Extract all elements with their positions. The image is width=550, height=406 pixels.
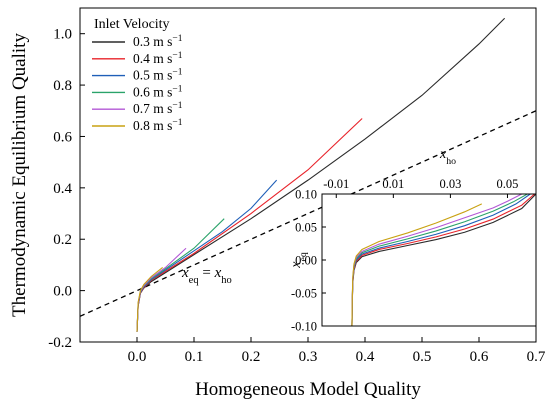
x-tick-label: 0.4 [356, 349, 375, 365]
y-tick-label: -0.2 [48, 335, 72, 351]
inset-y-tick-label: 0.05 [295, 221, 317, 235]
inset-y-tick-label: 0.10 [295, 188, 317, 202]
inset-y-axis-label: xeq [289, 252, 309, 269]
legend-label-3: 0.5 m s−1 [133, 68, 183, 83]
x-tick-label: 0.1 [185, 349, 204, 365]
legend-label-4: 0.6 m s−1 [133, 84, 183, 99]
y-tick-label: 0.0 [53, 284, 72, 300]
y-tick-label: 0.2 [53, 232, 72, 248]
legend-label-2: 0.4 m s−1 [133, 51, 183, 66]
x-tick-label: 0.3 [299, 349, 318, 365]
x-tick-label: 0.0 [128, 349, 147, 365]
inset-x-tick-label: 0.03 [439, 177, 461, 191]
inset-plot: -0.01 0.01 0.03 0.05 -0.10 -0.05 0.00 0.05 0.10 x… [289, 147, 537, 334]
inset-y-tick-label: -0.10 [291, 320, 317, 334]
legend-label-5: 0.7 m s−1 [133, 101, 183, 116]
reference-line-label: xeq = xho [181, 265, 232, 286]
x-tick-label: 0.7 [527, 349, 546, 365]
inset-x-tick-label: 0.01 [382, 177, 404, 191]
y-tick-label: 0.8 [53, 78, 72, 94]
inset-series-line-6 [351, 203, 483, 326]
y-tick-label: 1.0 [53, 27, 72, 43]
inset-x-tick-label: -0.01 [323, 177, 349, 191]
legend-label-6: 0.8 m s−1 [133, 118, 183, 133]
legend-label-1: 0.3 m s−1 [133, 34, 183, 49]
x-tick-label: 0.5 [413, 349, 432, 365]
inset-y-tick-label: -0.05 [291, 287, 317, 301]
inset-x-tick-label: 0.05 [497, 177, 519, 191]
y-tick-label: 0.6 [53, 129, 72, 145]
series-line-3 [136, 179, 278, 332]
inset-y-tick-label: 0.00 [295, 254, 317, 268]
series-line-6 [136, 267, 163, 332]
y-tick-label: 0.4 [53, 181, 72, 197]
inset-x-axis-label: xho [439, 147, 456, 167]
x-tick-label: 0.2 [242, 349, 261, 365]
reference-line-xeq-equals-xho [80, 110, 536, 317]
x-tick-label: 0.6 [470, 349, 489, 365]
main-plot: 0.0 0.1 0.2 0.3 0.4 0.5 0.6 0.7 -0.2 0.0 0.2 0.4 0.6… [9, 7, 546, 400]
y-axis-label: Thermodynamic Equilibrium Quality [9, 33, 30, 317]
x-axis-label: Homogeneous Model Quality [195, 379, 421, 400]
legend-title: Inlet Velocity [94, 17, 170, 32]
